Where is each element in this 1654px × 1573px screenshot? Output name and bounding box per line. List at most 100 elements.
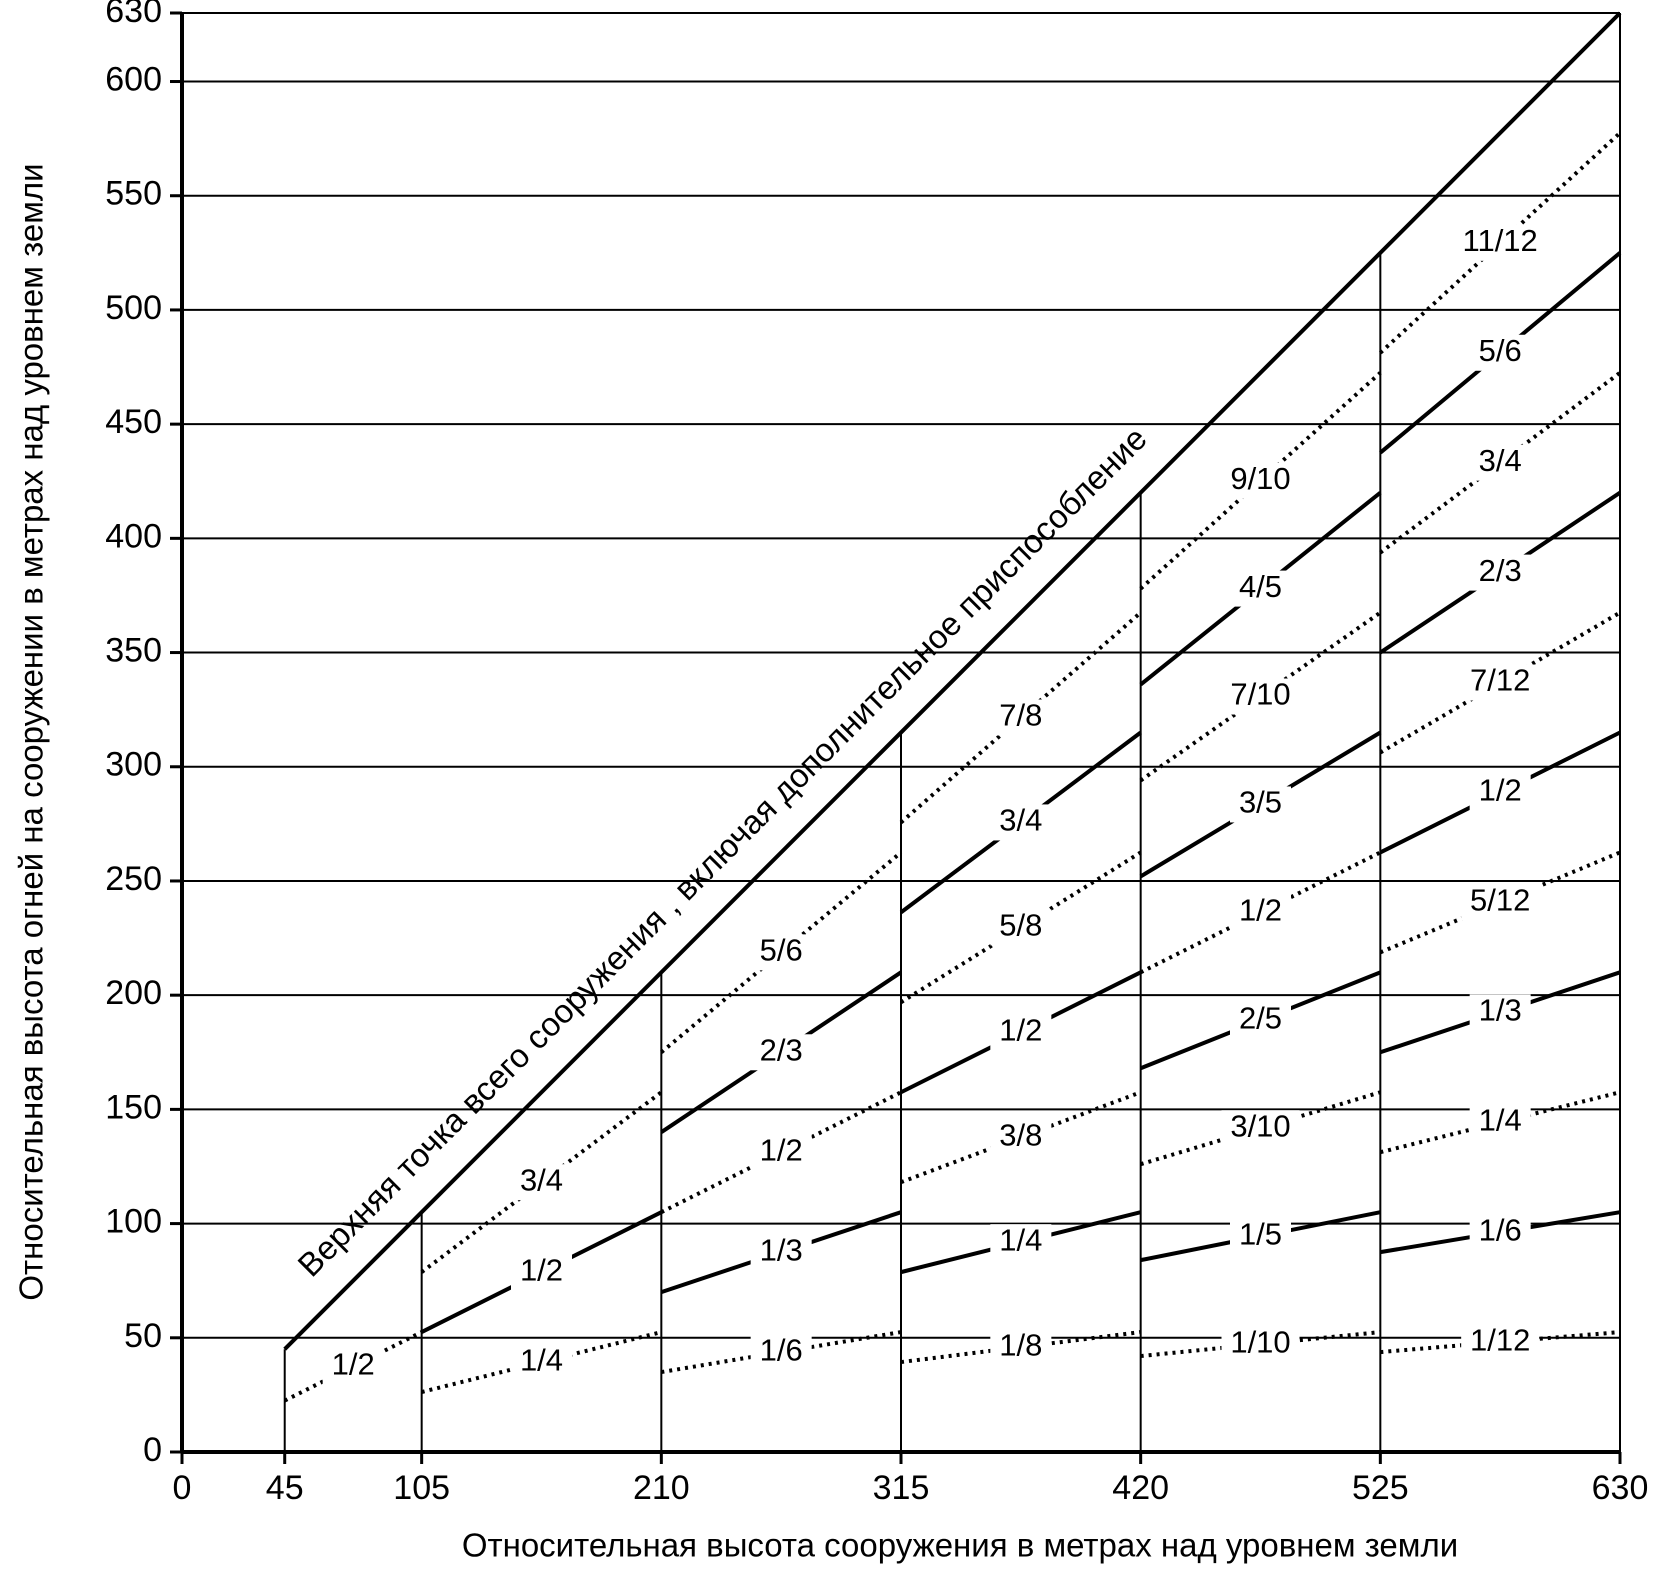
series-line [283, 1330, 423, 1403]
y-tick-label: 50 [124, 1317, 162, 1355]
label-background [1461, 1324, 1540, 1361]
label-background [750, 1234, 812, 1271]
series-label: 1/10 [1230, 1324, 1290, 1359]
x-axis-label: Относительная высота сооружения в метрах… [462, 1527, 1458, 1564]
label-background [1230, 570, 1291, 607]
label-background [1469, 444, 1531, 481]
series-label: 3/8 [999, 1117, 1042, 1152]
y-tick-label: 450 [105, 403, 162, 441]
label-background [1221, 678, 1300, 715]
x-tick-label: 420 [1112, 1469, 1169, 1507]
y-tick-label: 250 [105, 860, 162, 898]
series-label: 1/12 [1470, 1322, 1530, 1357]
label-background [1221, 1110, 1300, 1147]
series-label: 1/2 [999, 1012, 1042, 1047]
label-background [990, 699, 1052, 736]
label-background [750, 1034, 812, 1071]
series-line [420, 1090, 663, 1274]
label-background [1469, 1104, 1531, 1141]
y-tick-label: 400 [105, 517, 162, 555]
label-background [1230, 786, 1291, 823]
series-label: 5/6 [760, 933, 803, 968]
series-label: 2/5 [1239, 1000, 1282, 1035]
y-tick-label: 630 [105, 0, 162, 30]
series-label: 1/2 [1479, 773, 1522, 808]
x-tick-label: 315 [873, 1469, 930, 1507]
y-tick-label: 150 [105, 1088, 162, 1126]
series-label: 5/6 [1479, 333, 1522, 368]
series-label: 4/5 [1239, 569, 1282, 604]
x-tick-label: 105 [393, 1469, 450, 1507]
label-background [511, 1254, 572, 1291]
label-background [1461, 884, 1540, 921]
label-background [1230, 1002, 1291, 1039]
series-label: 7/10 [1230, 677, 1290, 712]
label-background [990, 1224, 1052, 1261]
series-label: 11/12 [1463, 223, 1538, 258]
series-label: 7/12 [1470, 663, 1530, 698]
label-background [750, 1134, 812, 1171]
label-background [1469, 554, 1531, 591]
x-tick-label: 0 [173, 1469, 192, 1507]
series-line [1379, 1090, 1621, 1155]
series-label: 1/2 [760, 1132, 803, 1167]
series-label: 1/8 [999, 1327, 1042, 1362]
label-background [322, 1348, 384, 1385]
series-label: 5/12 [1470, 883, 1530, 918]
series-label: 1/4 [999, 1222, 1042, 1257]
label-background [750, 934, 812, 971]
series-line [899, 611, 1142, 824]
series-label: 3/4 [520, 1162, 563, 1197]
label-background [990, 1014, 1052, 1051]
label-background [511, 1344, 572, 1381]
x-tick-label: 630 [1592, 1469, 1649, 1507]
label-background [1230, 894, 1291, 931]
label-background [750, 1334, 812, 1371]
label-background [1469, 994, 1531, 1031]
series-label: 3/10 [1230, 1108, 1290, 1143]
label-background [990, 1119, 1052, 1156]
y-tick-label: 500 [105, 289, 162, 327]
label-background [990, 804, 1052, 841]
x-tick-label: 45 [266, 1469, 304, 1507]
series-line [1379, 371, 1622, 555]
y-axis-label: Относительная высота огней на сооружении… [13, 163, 50, 1300]
series-label: 7/8 [999, 698, 1042, 733]
y-tick-label: 300 [105, 746, 162, 784]
series-label: 1/2 [1239, 893, 1282, 928]
label-background [1230, 1218, 1291, 1255]
series-label: 3/4 [999, 803, 1042, 838]
label-background [1221, 1326, 1300, 1363]
y-tick-label: 0 [143, 1431, 162, 1469]
series-line [900, 1090, 1142, 1185]
series-label: 1/3 [1479, 992, 1522, 1027]
y-tick-label: 550 [105, 175, 162, 213]
series-label: 1/2 [332, 1347, 375, 1382]
label-background [1469, 334, 1531, 371]
series-label: 1/2 [520, 1252, 563, 1287]
x-tick-label: 210 [633, 1469, 690, 1507]
label-background [1469, 774, 1531, 811]
series-label: 1/4 [1479, 1102, 1522, 1137]
series-label: 1/6 [1479, 1212, 1522, 1247]
series-label: 5/8 [999, 908, 1042, 943]
series-line [283, 11, 1622, 1351]
label-background [1452, 224, 1548, 261]
series-label: 1/6 [760, 1332, 803, 1367]
series-label: 1/3 [760, 1232, 803, 1267]
y-tick-label: 100 [105, 1203, 162, 1241]
label-background [1221, 462, 1300, 499]
y-tick-label: 350 [105, 632, 162, 670]
label-background [990, 1329, 1052, 1366]
series-label: 9/10 [1230, 461, 1290, 496]
series-label: 2/3 [760, 1032, 803, 1067]
x-tick-label: 525 [1352, 1469, 1409, 1507]
label-background [511, 1164, 572, 1201]
series-line [1140, 1090, 1381, 1167]
series-label: 1/4 [520, 1342, 563, 1377]
y-tick-label: 200 [105, 974, 162, 1012]
label-background [1469, 1214, 1531, 1251]
y-tick-label: 600 [105, 61, 162, 99]
